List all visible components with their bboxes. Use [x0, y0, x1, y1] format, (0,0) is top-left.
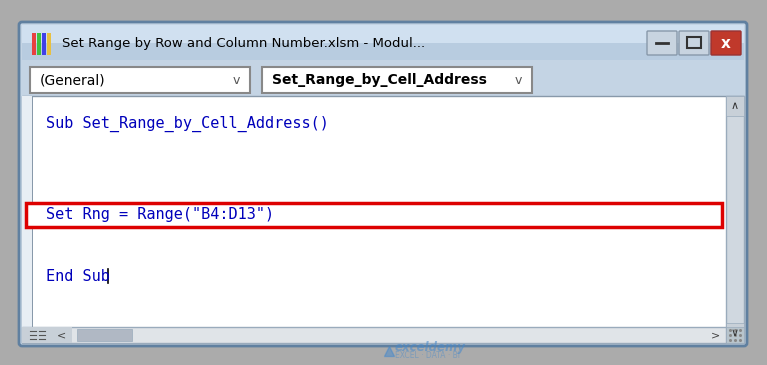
Bar — [47, 33, 51, 55]
FancyBboxPatch shape — [19, 22, 747, 346]
Text: Sub Set_Range_by_Cell_Address(): Sub Set_Range_by_Cell_Address() — [46, 116, 329, 132]
Bar — [32, 96, 33, 343]
Bar — [726, 96, 744, 116]
Text: Set_Range_by_Cell_Address: Set_Range_by_Cell_Address — [272, 73, 487, 87]
Bar — [726, 96, 744, 343]
Text: Set Rng = Range("B4:D13"): Set Rng = Range("B4:D13") — [46, 207, 274, 222]
Bar — [687, 37, 701, 48]
Text: exceldemy: exceldemy — [395, 341, 466, 353]
Bar — [32, 33, 36, 55]
Text: End Sub: End Sub — [46, 269, 110, 284]
Bar — [22, 62, 744, 63]
Text: x: x — [721, 35, 731, 50]
Bar — [37, 33, 41, 55]
Bar — [22, 60, 744, 96]
Text: v: v — [232, 73, 239, 87]
Bar — [22, 327, 72, 343]
Bar — [30, 67, 250, 93]
Bar — [726, 327, 744, 343]
Bar — [726, 323, 744, 343]
Text: EXCEL · DATA · BI: EXCEL · DATA · BI — [395, 350, 460, 360]
Bar — [22, 96, 744, 343]
Bar — [22, 25, 744, 43]
Text: >: > — [711, 330, 721, 340]
Bar — [22, 96, 32, 343]
FancyBboxPatch shape — [711, 31, 741, 55]
FancyBboxPatch shape — [647, 31, 677, 55]
Bar — [22, 43, 744, 61]
Text: Set Range by Row and Column Number.xlsm - Modul...: Set Range by Row and Column Number.xlsm … — [62, 36, 425, 50]
FancyBboxPatch shape — [679, 31, 709, 55]
Text: (General): (General) — [40, 73, 106, 87]
Text: <: < — [58, 330, 67, 340]
Bar — [26, 203, 722, 227]
Bar — [42, 33, 46, 55]
Text: v: v — [515, 73, 522, 87]
Text: ∧: ∧ — [731, 101, 739, 111]
Bar — [77, 329, 132, 341]
Bar — [262, 67, 532, 93]
Bar — [22, 327, 726, 343]
Text: ∨: ∨ — [731, 328, 739, 338]
